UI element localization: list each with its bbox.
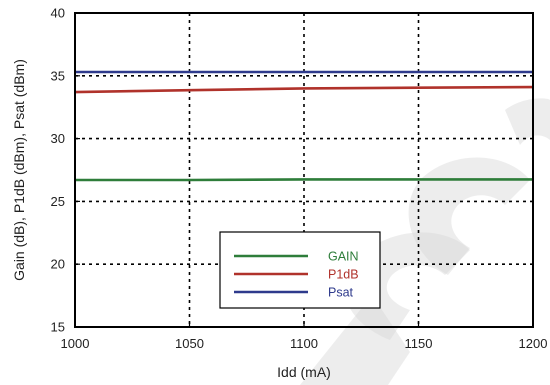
x-tick-label: 1000: [61, 336, 90, 351]
x-axis-label: Idd (mA): [277, 364, 331, 380]
y-tick-label: 35: [51, 68, 65, 83]
series-lines: [74, 70, 534, 182]
series-line-p1db: [74, 85, 534, 94]
legend: GAIN P1dB Psat: [219, 231, 381, 309]
watermark-shape-3: [408, 157, 530, 275]
axis-ticks: 1000 1050 1100 1150 1200 15 20 25 30 35 40: [51, 6, 548, 352]
x-tick-label: 1200: [519, 336, 548, 351]
x-tick-label: 1100: [290, 336, 318, 351]
legend-box: [219, 231, 381, 309]
legend-label-psat: Psat: [328, 286, 354, 300]
y-tick-label: 40: [51, 6, 65, 21]
y-axis-label: Gain (dB), P1dB (dBm), Psat (dBm): [11, 59, 27, 281]
watermark-shape-1: [300, 295, 410, 385]
y-tick-label: 20: [51, 257, 65, 272]
x-tick-label: 1150: [405, 336, 433, 351]
watermark-shape-4: [505, 98, 550, 145]
legend-label-gain: GAIN: [328, 250, 359, 264]
x-tick-label: 1050: [175, 336, 204, 351]
watermark: [300, 98, 550, 385]
series-line-gain: [75, 178, 533, 182]
y-tick-label: 15: [51, 320, 65, 335]
y-tick-label: 30: [51, 131, 65, 146]
legend-label-p1db: P1dB: [328, 268, 359, 282]
y-tick-label: 25: [51, 194, 65, 209]
